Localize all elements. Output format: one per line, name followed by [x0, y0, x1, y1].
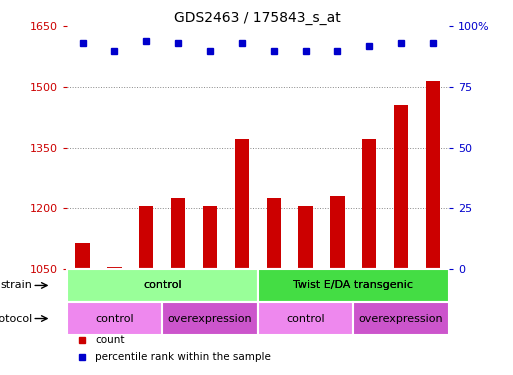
Text: control: control: [143, 280, 182, 291]
Bar: [203, 206, 217, 269]
Bar: [385, 269, 417, 302]
Bar: [67, 269, 258, 302]
Text: control: control: [286, 314, 325, 324]
Bar: [67, 269, 258, 302]
Bar: [107, 267, 122, 269]
Text: protocol: protocol: [0, 314, 32, 324]
Bar: [67, 269, 98, 302]
Text: overexpression: overexpression: [168, 314, 252, 324]
Bar: [290, 269, 322, 302]
Bar: [258, 302, 353, 335]
Bar: [362, 140, 377, 269]
Title: GDS2463 / 175843_s_at: GDS2463 / 175843_s_at: [174, 11, 341, 25]
Bar: [226, 269, 258, 302]
Bar: [98, 269, 130, 302]
Bar: [75, 243, 90, 269]
Bar: [258, 269, 290, 302]
Bar: [139, 206, 153, 269]
Bar: [330, 196, 345, 269]
Bar: [267, 198, 281, 269]
Text: control: control: [95, 314, 134, 324]
Bar: [394, 105, 408, 269]
Bar: [234, 140, 249, 269]
Bar: [194, 269, 226, 302]
Text: percentile rank within the sample: percentile rank within the sample: [95, 352, 271, 363]
Text: count: count: [95, 335, 125, 345]
Bar: [258, 269, 449, 302]
Bar: [258, 269, 449, 302]
Bar: [130, 269, 162, 302]
Bar: [322, 269, 353, 302]
Bar: [426, 81, 440, 269]
Text: Twist E/DA transgenic: Twist E/DA transgenic: [293, 280, 413, 291]
Bar: [353, 302, 449, 335]
Bar: [162, 269, 194, 302]
Text: Twist E/DA transgenic: Twist E/DA transgenic: [293, 280, 413, 291]
Text: overexpression: overexpression: [359, 314, 443, 324]
Text: control: control: [143, 280, 182, 291]
Bar: [171, 198, 185, 269]
Bar: [299, 206, 313, 269]
Text: strain: strain: [1, 280, 32, 291]
Bar: [162, 302, 258, 335]
Bar: [353, 269, 385, 302]
Bar: [67, 302, 162, 335]
Bar: [417, 269, 449, 302]
